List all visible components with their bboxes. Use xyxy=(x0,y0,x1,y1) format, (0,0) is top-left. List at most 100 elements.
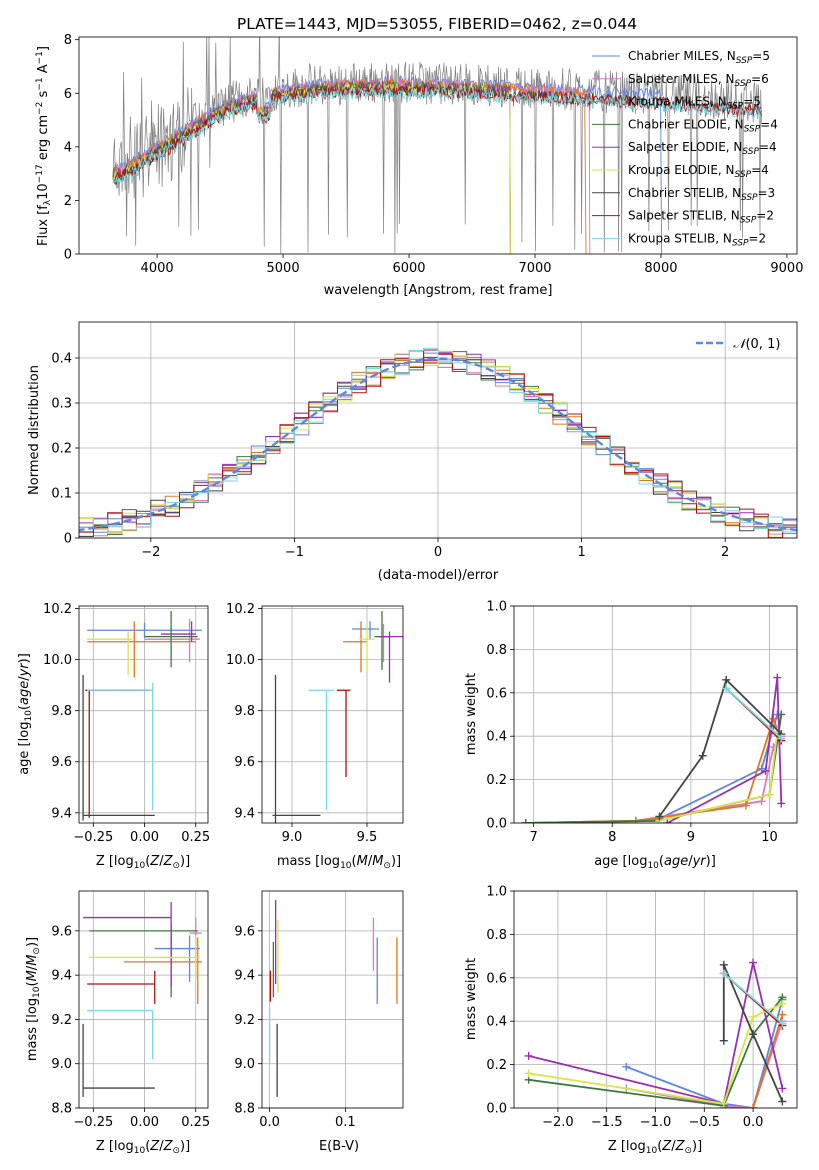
weight-marker xyxy=(777,734,786,743)
x-tick-label: 7 xyxy=(530,830,538,845)
x-axis-label: age [log10(age/yr)] xyxy=(594,854,716,871)
x-tick-label: 0.1 xyxy=(335,1115,356,1130)
weight-marker xyxy=(761,766,770,775)
weight-marker xyxy=(524,1069,533,1078)
x-tick-label: −2 xyxy=(141,545,160,560)
legend-label-salpeter-elodie: Salpeter ELODIE, NSSP=4 xyxy=(628,140,777,157)
weight-marker xyxy=(719,1099,728,1108)
point-kroupa-miles xyxy=(343,621,367,673)
legend-label-kroupa-stelib: Kroupa STELIB, NSSP=2 xyxy=(628,231,766,248)
weight-marker xyxy=(778,999,787,1008)
weight-marker xyxy=(749,1012,758,1021)
weight-marker xyxy=(663,819,672,823)
weight-line-chabrier-elodie xyxy=(528,996,784,1107)
x-tick-label: −0.25 xyxy=(73,830,113,845)
point-chabrier-miles xyxy=(352,621,379,640)
weight-line-chabrier-miles xyxy=(625,999,784,1108)
point-chabrier-elodie xyxy=(374,611,390,670)
point-salpeter-stelib xyxy=(85,689,151,818)
y-tick-label: 0.0 xyxy=(486,1102,507,1117)
point-chabrier-elodie xyxy=(144,611,198,668)
x-axis-label: Z [log10(Z/Z⊙)] xyxy=(96,854,190,871)
x-tick-label: −0.25 xyxy=(73,1115,113,1130)
y-tick-label: 9.4 xyxy=(51,969,72,984)
y-tick-label: 9.4 xyxy=(234,806,255,821)
y-tick-label: 10.2 xyxy=(43,602,72,617)
legend-label-salpeter-stelib: Salpeter STELIB, NSSP=2 xyxy=(628,209,774,226)
y-tick-label: 10.0 xyxy=(43,653,72,668)
axes-frame xyxy=(261,605,404,824)
plot-area-mass_weight_vs_age xyxy=(521,673,786,823)
y-tick-label: 9.8 xyxy=(51,704,72,719)
weight-marker xyxy=(749,1030,758,1039)
weight-marker xyxy=(749,958,758,967)
y-tick-label: 0.2 xyxy=(51,442,72,457)
x-tick-label: −2.0 xyxy=(542,1115,574,1130)
point-kroupa-elodie xyxy=(89,935,200,980)
panel-age_vs_Z: −0.25 0.00 0.25 9.4 9.6 9.8 10.0 10.2 Z [log10(Z… xyxy=(17,602,210,871)
y-tick-label: 0.6 xyxy=(486,686,507,701)
weight-marker xyxy=(757,797,766,806)
y-axis-label: mass weight xyxy=(464,958,479,1040)
y-tick-label: 9.6 xyxy=(51,924,72,939)
legend-label-chabrier-stelib: Chabrier STELIB, NSSP=3 xyxy=(628,186,775,203)
weight-marker xyxy=(722,675,731,684)
x-axis-label: (data-model)/error xyxy=(378,568,499,583)
y-tick-label: 9.0 xyxy=(51,1057,72,1072)
figure-title: PLATE=1443, MJD=53055, FIBERID=0462, z=0… xyxy=(237,15,637,33)
axes-frame xyxy=(78,605,209,824)
point-salpeter-stelib xyxy=(337,689,351,778)
panel-mass_vs_Z: −0.25 0.00 0.25 8.8 9.0 9.2 9.4 9.6 Z [log10(Z/Z… xyxy=(25,890,210,1156)
panel-spectrum: 4000 5000 6000 7000 8000 9000 0 2 4 6 8 Chabrier MI… xyxy=(35,33,803,298)
y-tick-label: 0.2 xyxy=(486,773,507,788)
x-axis-label: Z [log10(Z/Z⊙)] xyxy=(96,1139,190,1156)
weight-marker xyxy=(765,790,774,799)
y-tick-label: 0.2 xyxy=(486,1058,507,1073)
x-tick-label: 0.0 xyxy=(743,1115,764,1130)
weight-marker xyxy=(769,714,778,723)
panel-age_vs_mass: 9.0 9.5 9.4 9.6 9.8 10.0 10.2 mass [log10(M/M⊙)… xyxy=(226,602,404,871)
point-salpeter-elodie xyxy=(160,621,196,642)
weight-marker xyxy=(698,751,707,760)
x-tick-label: 10 xyxy=(761,830,778,845)
weight-marker xyxy=(719,1036,728,1045)
model-spectrum-salpeter-elodie xyxy=(112,80,511,254)
y-tick-label: 0.4 xyxy=(51,352,72,367)
x-tick-label: −0.5 xyxy=(689,1115,721,1130)
weight-marker xyxy=(655,812,664,821)
model-spectrum-chabrier-elodie xyxy=(112,80,511,254)
histogram-kroupa-stelib xyxy=(79,347,797,536)
x-tick-label: 9 xyxy=(687,830,695,845)
weight-marker xyxy=(778,1019,787,1028)
point-kroupa-stelib xyxy=(87,682,154,811)
weight-marker xyxy=(778,1010,787,1019)
x-tick-label: 9000 xyxy=(770,261,803,276)
y-tick-label: 9.6 xyxy=(234,755,255,770)
spectrum-legend: Chabrier MILES, NSSP=5 Salpeter MILES, NS… xyxy=(592,49,778,248)
y-tick-label: 9.0 xyxy=(234,1057,255,1072)
y-tick-label: 1.0 xyxy=(486,600,507,615)
x-tick-label: 2 xyxy=(721,545,729,560)
point-salpeter-elodie xyxy=(83,902,172,987)
weight-marker xyxy=(524,1051,533,1060)
x-tick-label: 0.00 xyxy=(130,830,159,845)
point-chabrier-miles xyxy=(87,622,202,638)
plot-area-mass_vs_Z xyxy=(82,902,202,1097)
x-tick-label: 5000 xyxy=(267,261,300,276)
y-tick-label: 0 xyxy=(64,248,72,263)
x-axis-label: Z [log10(Z/Z⊙)] xyxy=(608,1139,702,1156)
y-tick-label: 0.0 xyxy=(486,817,507,832)
point-kroupa-miles xyxy=(124,937,202,1004)
point-chabrier-stelib xyxy=(82,674,155,821)
axes-frame xyxy=(78,321,798,539)
axes-frame xyxy=(261,890,404,1109)
y-tick-label: 4 xyxy=(64,140,72,155)
x-tick-label: 8000 xyxy=(644,261,677,276)
legend-label-chabrier-elodie: Chabrier ELODIE, NSSP=4 xyxy=(628,117,778,134)
y-tick-label: 9.6 xyxy=(51,755,72,770)
weight-marker xyxy=(722,684,731,693)
y-tick-label: 9.6 xyxy=(234,924,255,939)
x-axis-label: E(B-V) xyxy=(319,1139,359,1154)
weight-line-salpeter-miles xyxy=(626,1020,784,1108)
